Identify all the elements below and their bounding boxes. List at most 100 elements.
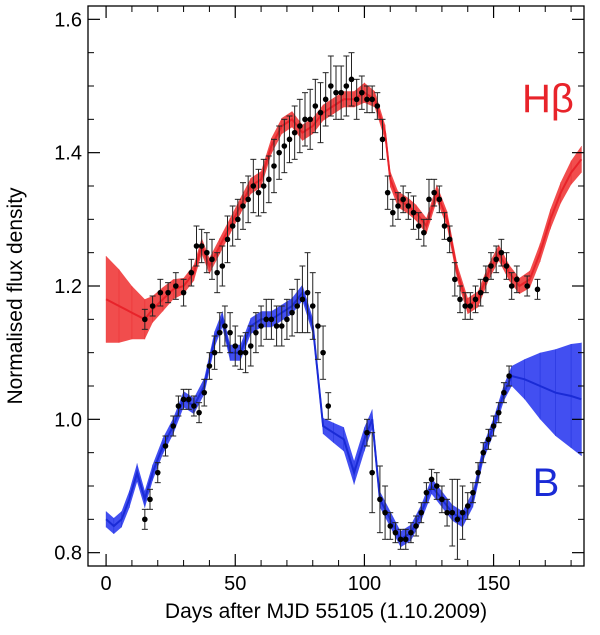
data-point-hbeta	[297, 123, 303, 129]
x-tick-label: 100	[348, 573, 381, 595]
data-point-hbeta	[198, 243, 205, 249]
y-tick-label: 1.6	[54, 9, 82, 31]
data-point-hbeta	[343, 83, 350, 89]
x-tick-label: 0	[101, 573, 112, 595]
data-point-b	[206, 363, 213, 369]
data-point-b	[433, 483, 440, 489]
data-point-b	[423, 489, 430, 496]
data-point-b	[418, 509, 425, 516]
data-point-b	[227, 329, 233, 336]
data-point-b	[408, 529, 414, 536]
observation-errorbars	[141, 52, 541, 560]
data-point-hbeta	[188, 269, 195, 276]
data-point-b	[247, 343, 254, 349]
data-point-b	[258, 323, 264, 329]
data-point-hbeta	[431, 189, 437, 196]
data-point-b	[439, 496, 445, 503]
data-point-b	[142, 516, 148, 523]
data-point-b	[237, 349, 244, 356]
data-point-b	[495, 409, 502, 416]
data-point-hbeta	[410, 209, 417, 216]
data-point-b	[299, 296, 306, 303]
data-point-b	[242, 349, 249, 356]
data-point-b	[294, 303, 301, 309]
data-point-b	[402, 536, 409, 543]
data-point-hbeta	[204, 249, 210, 256]
data-point-b	[304, 289, 311, 296]
data-point-hbeta	[359, 89, 365, 96]
x-tick-label: 50	[224, 573, 246, 595]
data-point-hbeta	[395, 203, 401, 209]
axis-tick-labels: 0 50 100 150 0.8 1.0 1.2 1.4 1.6	[54, 9, 510, 595]
data-point-hbeta	[462, 303, 468, 309]
data-point-hbeta	[229, 223, 236, 229]
model-band-hbeta	[106, 82, 582, 343]
data-point-hbeta	[457, 296, 463, 303]
y-axis-title: Normalised flux density	[4, 187, 27, 405]
data-point-hbeta	[441, 223, 448, 229]
data-point-hbeta	[384, 189, 391, 196]
data-point-hbeta	[483, 276, 489, 283]
data-point-b	[490, 423, 497, 429]
data-point-hbeta	[180, 289, 187, 296]
data-point-hbeta	[260, 183, 267, 189]
data-point-b	[191, 403, 197, 409]
data-point-b	[320, 349, 326, 356]
data-point-hbeta	[421, 229, 427, 236]
data-point-b	[196, 409, 202, 416]
data-point-hbeta	[508, 283, 515, 289]
data-point-b	[170, 423, 177, 429]
data-point-b	[428, 476, 435, 483]
data-point-b	[454, 516, 461, 523]
data-point-b	[232, 343, 239, 349]
data-point-hbeta	[317, 109, 324, 116]
data-point-b	[180, 396, 187, 403]
data-point-hbeta	[157, 289, 164, 296]
data-point-b	[449, 509, 456, 516]
data-point-hbeta	[209, 256, 215, 263]
data-point-hbeta	[286, 136, 293, 143]
y-tick-label: 1.4	[54, 143, 82, 165]
data-point-hbeta	[149, 303, 156, 309]
data-point-hbeta	[493, 256, 499, 263]
data-point-b	[475, 469, 481, 476]
data-point-hbeta	[446, 236, 453, 243]
data-point-hbeta	[379, 136, 386, 143]
data-point-hbeta	[312, 103, 319, 109]
data-point-b	[315, 323, 321, 329]
data-point-b	[377, 496, 383, 503]
data-point-b	[382, 509, 388, 516]
data-point-b	[222, 323, 228, 329]
data-point-b	[309, 303, 316, 309]
data-point-b	[392, 529, 399, 536]
data-point-hbeta	[240, 203, 246, 209]
data-point-hbeta	[488, 263, 494, 269]
data-point-b	[459, 509, 466, 516]
data-point-hbeta	[472, 296, 479, 303]
data-point-hbeta	[250, 183, 257, 189]
data-point-b	[413, 523, 419, 529]
data-point-b	[506, 373, 512, 379]
data-point-hbeta	[390, 209, 396, 216]
data-point-b	[397, 536, 404, 543]
data-point-hbeta	[477, 289, 484, 296]
data-point-hbeta	[271, 163, 277, 169]
data-point-hbeta	[333, 89, 339, 96]
y-tick-label: 0.8	[54, 543, 82, 565]
data-point-hbeta	[281, 143, 288, 149]
data-point-b	[216, 329, 223, 336]
data-point-b	[480, 449, 487, 456]
data-point-b	[289, 309, 295, 316]
data-point-hbeta	[255, 189, 262, 196]
data-point-b	[369, 469, 375, 476]
data-point-hbeta	[436, 196, 443, 203]
data-point-hbeta	[415, 223, 422, 229]
data-point-b	[444, 509, 450, 516]
data-point-hbeta	[307, 116, 313, 123]
data-point-hbeta	[214, 269, 220, 276]
data-point-hbeta	[173, 283, 179, 289]
data-point-hbeta	[193, 243, 200, 249]
data-point-hbeta	[142, 316, 148, 323]
data-point-hbeta	[426, 196, 432, 203]
